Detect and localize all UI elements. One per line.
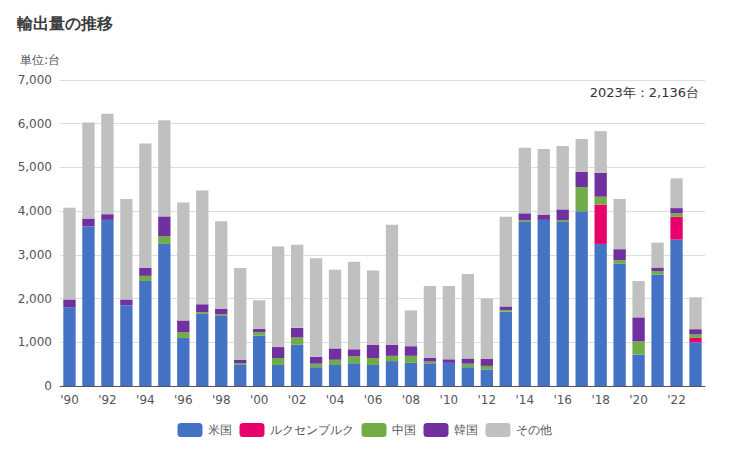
svg-text:'04: '04 (326, 393, 345, 407)
svg-text:'94: '94 (136, 393, 155, 407)
svg-text:7,000: 7,000 (18, 73, 52, 87)
svg-text:4,000: 4,000 (18, 204, 52, 218)
svg-text:単位:台: 単位:台 (20, 53, 60, 67)
svg-text:'90: '90 (60, 393, 79, 407)
svg-text:'06: '06 (364, 393, 383, 407)
svg-text:韓国: 韓国 (454, 423, 478, 437)
svg-text:輸出量の推移: 輸出量の推移 (16, 14, 113, 33)
svg-text:'16: '16 (553, 393, 572, 407)
svg-text:5,000: 5,000 (18, 160, 52, 174)
svg-text:中国: 中国 (392, 423, 416, 437)
svg-text:米国: 米国 (208, 423, 232, 437)
svg-text:'00: '00 (250, 393, 269, 407)
svg-text:'02: '02 (288, 393, 307, 407)
svg-text:'22: '22 (667, 393, 686, 407)
svg-text:1,000: 1,000 (18, 335, 52, 349)
svg-text:'12: '12 (478, 393, 497, 407)
svg-text:2023年：2,136台: 2023年：2,136台 (590, 85, 699, 100)
svg-text:'18: '18 (591, 393, 610, 407)
svg-text:'08: '08 (402, 393, 421, 407)
svg-text:0: 0 (44, 379, 52, 393)
svg-text:3,000: 3,000 (18, 248, 52, 262)
svg-text:6,000: 6,000 (18, 117, 52, 131)
svg-text:'92: '92 (98, 393, 117, 407)
svg-text:'10: '10 (440, 393, 459, 407)
svg-text:ルクセンブルク: ルクセンブルク (270, 423, 354, 437)
svg-text:'20: '20 (629, 393, 648, 407)
svg-text:2,000: 2,000 (18, 292, 52, 306)
svg-text:'96: '96 (174, 393, 193, 407)
svg-text:その他: その他 (516, 423, 552, 437)
svg-text:'98: '98 (212, 393, 231, 407)
svg-text:'14: '14 (515, 393, 534, 407)
